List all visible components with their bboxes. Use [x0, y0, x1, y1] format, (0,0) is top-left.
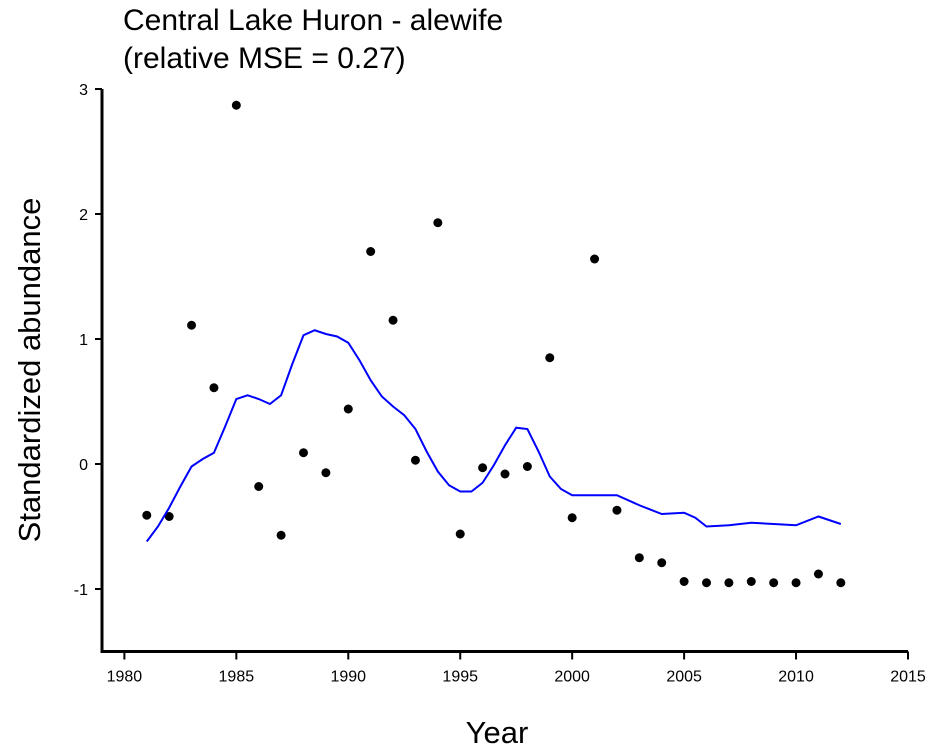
data-point: [545, 353, 555, 363]
data-point: [500, 469, 510, 479]
data-point: [634, 553, 644, 563]
data-point: [769, 578, 779, 588]
x-tick-label: 2005: [666, 669, 702, 686]
data-point: [366, 247, 376, 256]
data-point: [164, 512, 174, 521]
y-tick-label: 0: [79, 457, 88, 474]
chart-title: Central Lake Huron - alewife: [123, 4, 503, 37]
data-point: [478, 463, 488, 473]
data-point: [724, 578, 734, 588]
data-point: [657, 558, 667, 568]
trend-line: [145, 329, 842, 543]
x-tick-label: 1990: [330, 669, 366, 686]
data-point: [791, 578, 801, 588]
data-point: [187, 320, 197, 330]
data-point: [433, 218, 443, 228]
y-tick-label: 1: [79, 332, 88, 349]
data-point: [836, 578, 846, 588]
x-tick-label: 1985: [219, 669, 255, 686]
data-point: [209, 383, 219, 393]
data-point: [702, 578, 711, 588]
x-tick-label: 2015: [890, 669, 926, 686]
data-point: [746, 577, 756, 586]
data-point: [321, 468, 331, 478]
x-tick-label: 1980: [107, 669, 143, 686]
data-point: [231, 100, 241, 110]
data-point: [813, 569, 823, 579]
data-point: [410, 455, 420, 465]
data-point: [299, 448, 308, 458]
data-point: [612, 505, 622, 515]
data-point: [142, 510, 152, 520]
y-tick-label: -1: [74, 582, 88, 599]
data-point: [455, 529, 465, 539]
x-tick-label: 2010: [778, 669, 814, 686]
y-axis-label: Standardized abundance: [12, 198, 47, 543]
data-point: [679, 577, 689, 586]
data-point: [276, 530, 286, 540]
y-tick-label: 3: [79, 82, 88, 99]
x-axis-label: Year: [466, 715, 529, 750]
data-point: [254, 482, 264, 491]
data-point: [590, 254, 600, 264]
chart-subtitle: (relative MSE = 0.27): [123, 42, 406, 75]
data-point: [567, 513, 577, 523]
y-tick-label: 2: [79, 207, 88, 224]
data-point: [388, 315, 398, 325]
data-point: [522, 462, 532, 471]
data-point: [343, 404, 353, 414]
x-tick-label: 1995: [442, 669, 478, 686]
x-tick-label: 2000: [554, 669, 590, 686]
